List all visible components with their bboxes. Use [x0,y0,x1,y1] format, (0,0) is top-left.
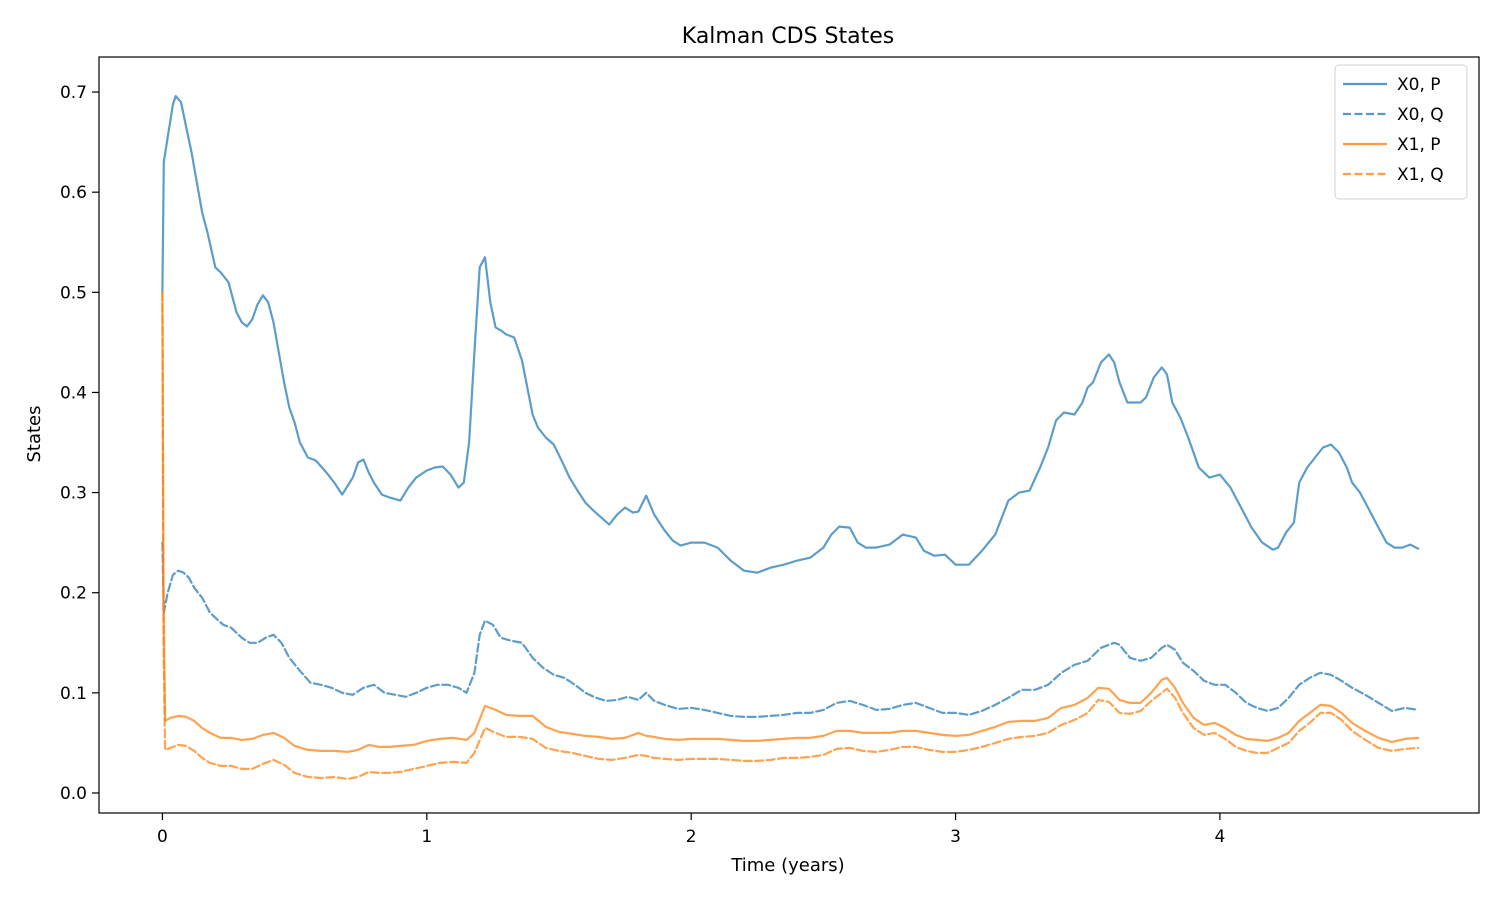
y-tick-label: 0.3 [60,484,87,504]
y-axis-ticks: 0.0 0.1 0.2 0.3 0.4 0.5 0.6 0.7 [60,83,99,804]
x-tick-label: 3 [950,827,961,847]
series-line-x0-p [161,95,1420,574]
x-tick-label: 2 [686,827,697,847]
x-axis-label: Time (years) [730,855,844,876]
legend: X0, P X0, Q X1, P X1, Q [1334,64,1468,200]
series-layer [161,95,1420,781]
y-tick-label: 0.0 [60,784,87,804]
x-tick-label: 0 [157,827,168,847]
y-axis-label: States [24,405,45,462]
legend-label: X0, P [1397,75,1441,95]
y-tick-label: 0.5 [60,283,87,303]
x-tick-label: 1 [421,827,432,847]
plot-frame [98,56,1480,814]
y-tick-label: 0.1 [60,684,87,704]
legend-label: X0, Q [1397,105,1444,125]
y-tick-label: 0.4 [60,383,87,403]
chart-title: Kalman CDS States [682,24,894,49]
y-tick-label: 0.6 [60,183,87,203]
x-axis-ticks: 0 1 2 3 4 [157,813,1225,847]
legend-label: X1, P [1397,135,1441,155]
legend-label: X1, Q [1397,165,1444,185]
x-tick-label: 4 [1215,827,1226,847]
y-tick-label: 0.7 [60,83,87,103]
legend-box [1334,64,1468,200]
series-line-x0-q [161,541,1420,718]
y-tick-label: 0.2 [60,584,87,604]
series-line-x1-q [161,291,1420,781]
series-line-x1-p [161,291,1420,753]
